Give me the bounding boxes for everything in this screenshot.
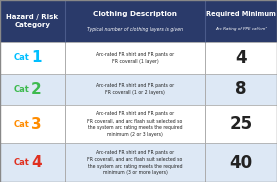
- Bar: [205, 74, 277, 105]
- Bar: [205, 0, 277, 42]
- Bar: [0, 74, 65, 105]
- Bar: [0, 143, 65, 182]
- Text: 2: 2: [31, 82, 42, 97]
- Text: 4: 4: [235, 49, 247, 67]
- Text: Arc-rated FR shirt and FR pants or
FR coverall, and arc flash suit selected so
t: Arc-rated FR shirt and FR pants or FR co…: [87, 111, 183, 137]
- Bar: [65, 105, 205, 143]
- Text: 1: 1: [31, 50, 42, 65]
- Bar: [205, 143, 277, 182]
- Text: Clothing Description: Clothing Description: [93, 11, 177, 17]
- Text: Cat: Cat: [14, 120, 30, 129]
- Text: Cat: Cat: [14, 53, 30, 62]
- Text: Required Minimum: Required Minimum: [206, 11, 276, 17]
- Text: 4: 4: [31, 155, 42, 170]
- Bar: [205, 42, 277, 74]
- Text: Typical number of clothing layers is given: Typical number of clothing layers is giv…: [87, 27, 183, 32]
- Text: 25: 25: [229, 115, 253, 133]
- Bar: [0, 42, 65, 74]
- Text: Arc-rated FR shirt and FR pants or
FR coverall, and arc flash suit selected so
t: Arc-rated FR shirt and FR pants or FR co…: [87, 150, 183, 175]
- Bar: [65, 42, 205, 74]
- Bar: [0, 0, 65, 42]
- Text: 3: 3: [31, 117, 42, 132]
- Text: Arc-rated FR shirt and FR pants or
FR coverall (1 or 2 layers): Arc-rated FR shirt and FR pants or FR co…: [96, 83, 174, 95]
- Bar: [65, 74, 205, 105]
- Text: 40: 40: [229, 154, 253, 172]
- Bar: [65, 143, 205, 182]
- Text: 8: 8: [235, 80, 247, 98]
- Bar: [0, 105, 65, 143]
- Bar: [65, 0, 205, 42]
- Text: Cat: Cat: [14, 158, 30, 167]
- Text: Arc-rated FR shirt and FR pants or
FR coverall (1 layer): Arc-rated FR shirt and FR pants or FR co…: [96, 52, 174, 64]
- Text: Cat: Cat: [14, 85, 30, 94]
- Text: Hazard / Risk
Category: Hazard / Risk Category: [6, 14, 59, 28]
- Text: Arc Rating of PPE cal/cm²: Arc Rating of PPE cal/cm²: [215, 27, 267, 31]
- Bar: [205, 105, 277, 143]
